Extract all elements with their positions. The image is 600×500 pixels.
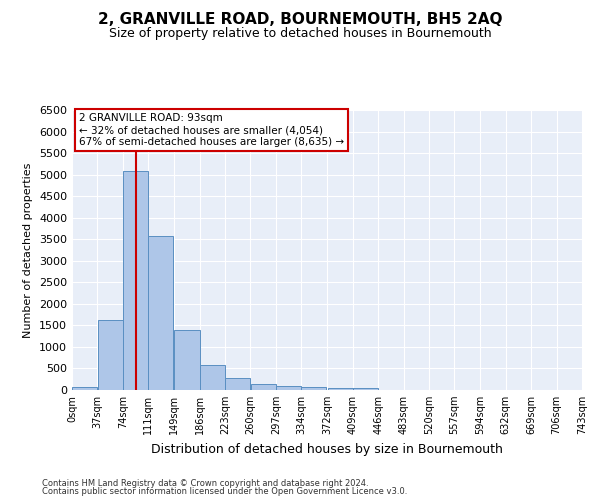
- Bar: [251, 384, 275, 390]
- Bar: [123, 172, 148, 390]
- Bar: [98, 320, 122, 390]
- Bar: [276, 386, 301, 390]
- Bar: [353, 388, 378, 390]
- Text: Contains HM Land Registry data © Crown copyright and database right 2024.: Contains HM Land Registry data © Crown c…: [42, 478, 368, 488]
- Bar: [225, 378, 250, 390]
- Text: Size of property relative to detached houses in Bournemouth: Size of property relative to detached ho…: [109, 28, 491, 40]
- Bar: [72, 387, 97, 390]
- Text: 2 GRANVILLE ROAD: 93sqm
← 32% of detached houses are smaller (4,054)
67% of semi: 2 GRANVILLE ROAD: 93sqm ← 32% of detache…: [79, 114, 344, 146]
- Y-axis label: Number of detached properties: Number of detached properties: [23, 162, 34, 338]
- Text: Contains public sector information licensed under the Open Government Licence v3: Contains public sector information licen…: [42, 487, 407, 496]
- Bar: [200, 365, 225, 390]
- Bar: [301, 387, 326, 390]
- Bar: [148, 236, 173, 390]
- Bar: [175, 330, 199, 390]
- Bar: [328, 388, 353, 390]
- X-axis label: Distribution of detached houses by size in Bournemouth: Distribution of detached houses by size …: [151, 442, 503, 456]
- Text: 2, GRANVILLE ROAD, BOURNEMOUTH, BH5 2AQ: 2, GRANVILLE ROAD, BOURNEMOUTH, BH5 2AQ: [98, 12, 502, 28]
